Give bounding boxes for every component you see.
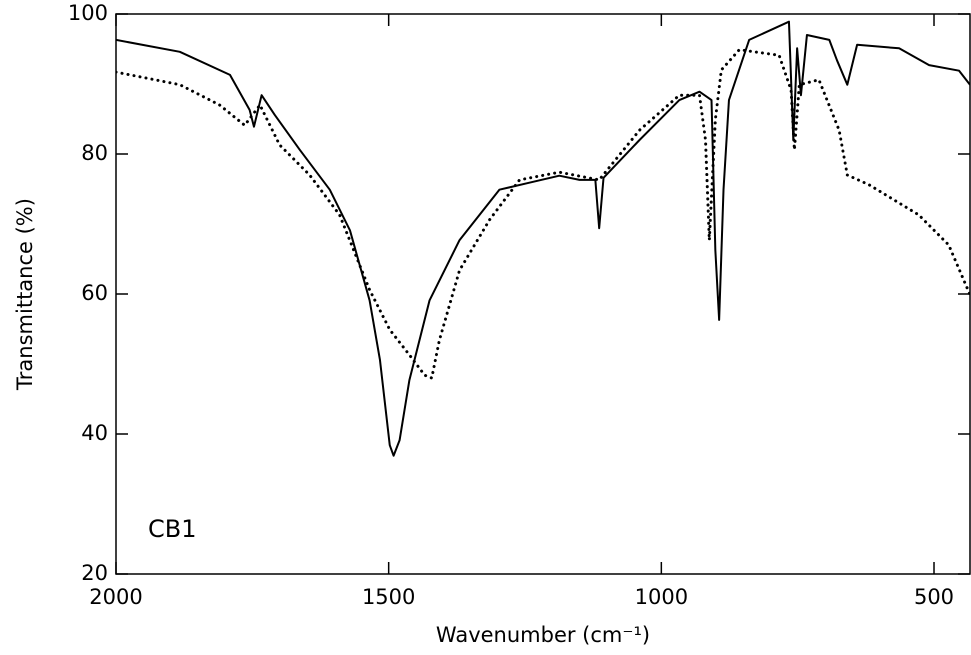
x-tick-label: 500	[914, 585, 954, 609]
x-tick-label: 2000	[89, 585, 142, 609]
x-tick-label: 1500	[362, 585, 415, 609]
series-line	[116, 20, 970, 457]
y-tick-label: 20	[81, 561, 108, 585]
y-axis-label: Transmittance (%)	[13, 198, 37, 391]
y-tick-label: 60	[81, 281, 108, 305]
annotation: CB1	[148, 515, 197, 543]
y-tick-label: 100	[68, 1, 108, 25]
x-tick-label: 1000	[635, 585, 688, 609]
y-tick-label: 40	[81, 421, 108, 445]
x-axis-label: Wavenumber (cm⁻¹)	[436, 623, 650, 647]
series-line	[116, 48, 970, 380]
y-tick-label: 80	[81, 141, 108, 165]
plot-frame	[115, 13, 971, 575]
